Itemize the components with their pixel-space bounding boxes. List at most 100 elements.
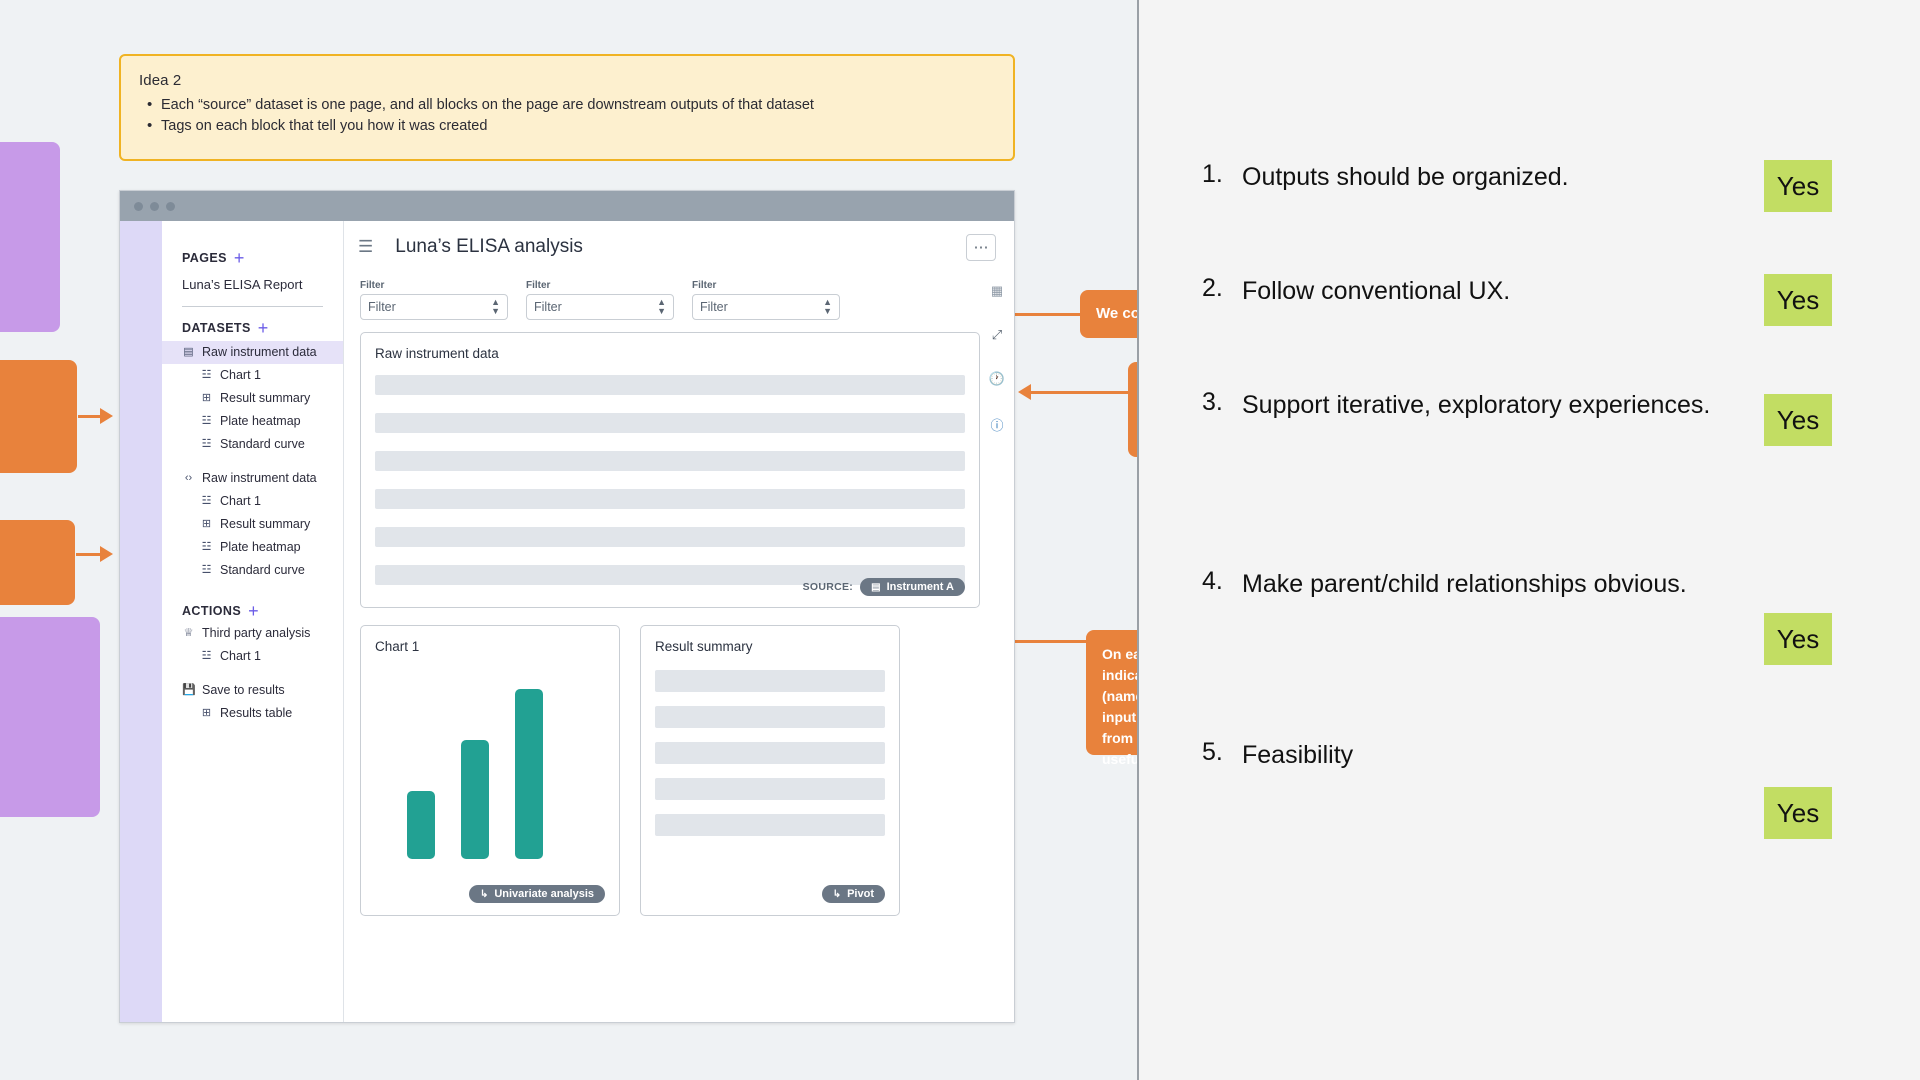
filter-select-2[interactable]: Filter ▲ ▼ [526,294,674,320]
skeleton-row [375,451,965,471]
collapse-icon[interactable]: ⤢ [991,327,1003,342]
add-action-icon[interactable]: + [248,601,259,621]
skeleton-row [655,670,885,692]
arrow-head-2 [100,546,113,562]
block-title: Result summary [655,639,753,654]
sidebar-item-standard-curve[interactable]: ☳ Standard curve [162,433,343,456]
table-icon: ▤ [183,346,194,358]
arrow-branch-icon: ↳ [479,888,489,900]
criteria-panel: 1. Outputs should be organized. Yes 2. F… [1137,0,1920,1080]
bar-3 [515,689,543,859]
window-maximize-dot[interactable] [166,201,175,211]
app-main: ☰ Luna’s ELISA analysis ⋯ Filter Fi [344,221,1014,1022]
sidebar-item-plate-heatmap[interactable]: ☳ Plate heatmap [162,410,343,433]
sidebar-spacer-3 [162,668,343,679]
main-content: Filter Filter ▲ ▼ Filter Filter [344,273,980,1022]
sidebar-item-save-to-results[interactable]: 💾 Save to results [162,679,343,702]
sidebar-item-action-chart-1[interactable]: ☳ Chart 1 [162,645,343,668]
criterion-text: Outputs should be organized. [1242,163,1569,191]
datasets-label: DATASETS [182,321,251,335]
app-window-mockup: PAGES + Luna’s ELISA Report DATASETS + ▤… [119,190,1015,1023]
add-page-icon[interactable]: + [233,248,245,268]
sidebar-item-plate-heatmap-b[interactable]: ☳ Plate heatmap [162,536,343,559]
sidebar-item-standard-curve-b[interactable]: ☳ Standard curve [162,559,343,582]
sidebar-item-label: Raw instrument data [202,345,317,359]
verdict-badge-3: Yes [1764,394,1832,446]
verdict-badge-4: Yes [1764,613,1832,665]
criterion-number: 3. [1202,388,1223,416]
filter-field-1: Filter Filter ▲ ▼ [360,280,508,320]
callout-orange-eachblock: On eac indicat (name input d from ( usef… [1086,630,1137,767]
sidebar-item-raw-instrument-data-code[interactable]: ‹› Raw instrument data [162,467,343,490]
left-accent-rail [120,221,162,1022]
bar-chart-icon: ☳ [201,564,212,576]
main-inner: Filter Filter ▲ ▼ Filter Filter [344,273,1014,1022]
callout-orange-steps: is steps “root” its page. [0,520,75,605]
sidebar-item-results-table[interactable]: ⊞ Results table [162,702,343,725]
sidebar-item-third-party-analysis[interactable]: ♕ Third party analysis [162,622,343,645]
filter-label: Filter [692,280,717,291]
sidebar-item-chart-1[interactable]: ☳ Chart 1 [162,364,343,387]
design-canvas: Idea 2 Each “source” dataset is one page… [0,0,1137,1080]
grid-icon[interactable]: ▦ [990,283,1004,298]
filter-bar: Filter Filter ▲ ▼ Filter Filter [360,275,980,332]
sidebar-item-label: Results table [220,706,293,720]
sidebar-item-result-summary-b[interactable]: ⊞ Result summary [162,513,343,536]
criterion-number: 1. [1202,160,1223,188]
window-close-dot[interactable] [134,201,143,211]
sidebar-item-label: Save to results [202,683,285,697]
block-raw-instrument-data[interactable]: Raw instrument data SOURCE: [360,332,980,608]
sidebar-item-chart-1-b[interactable]: ☳ Chart 1 [162,490,343,513]
chart-tag-wrap: ↳ Univariate analysis [468,885,605,903]
filter-select-1[interactable]: Filter ▲ ▼ [360,294,508,320]
hamburger-icon[interactable]: ☰ [358,237,374,256]
bar-1 [407,791,435,859]
criterion-4: 4. Make parent/child relationships obvio… [1202,567,1712,602]
sidebar-item-label: Result summary [220,517,311,531]
sidebar-item-raw-instrument-data[interactable]: ▤ Raw instrument data [162,341,343,364]
block-result-summary[interactable]: Result summary [640,625,900,916]
filter-label: Filter [360,280,385,291]
callout-orange-root-text: er “root” dataset is dataset an ad via C… [0,374,61,499]
app-body: PAGES + Luna’s ELISA Report DATASETS + ▤… [120,221,1014,1022]
sidebar-item-label: Standard curve [220,563,305,577]
summary-rows [655,670,885,836]
callout-orange-eachblock-text: On eac indicat (name input d from ( usef… [1102,646,1137,767]
tag-univariate-analysis[interactable]: ↳ Univariate analysis [468,885,605,903]
sidebar-section-actions: ACTIONS + [162,601,343,621]
filter-value: Filter [534,300,562,314]
window-minimize-dot[interactable] [150,201,159,211]
table-icon: ⊞ [201,392,212,404]
source-label: SOURCE: [802,581,854,593]
criterion-text: Feasibility [1242,741,1354,769]
history-icon[interactable]: 🕐 [988,371,1006,386]
skeleton-row [375,489,965,509]
arrow-branch-icon: ↳ [832,888,842,900]
callout-orange-steps-text: is steps “root” its page. [0,534,59,594]
sidebar-section-pages: PAGES + [162,248,343,268]
main-header: ☰ Luna’s ELISA analysis ⋯ [344,221,1014,273]
sidebar-item-luna-elisa-report[interactable]: Luna’s ELISA Report [182,277,303,292]
idea-note-title: Idea 2 [139,72,182,89]
criterion-number: 4. [1202,567,1223,595]
arrow-line-1 [78,415,102,418]
sidebar-item-label: Third party analysis [202,626,311,640]
criterion-1: 1. Outputs should be organized. [1202,160,1712,195]
sidebar-item-label: Result summary [220,391,311,405]
sidebar-item-result-summary[interactable]: ⊞ Result summary [162,387,343,410]
overflow-menu-button[interactable]: ⋯ [966,233,996,261]
filter-select-3[interactable]: Filter ▲ ▼ [692,294,840,320]
source-tag-label: Instrument A [886,581,954,593]
bar-chart-icon: ☳ [201,495,212,507]
add-dataset-icon[interactable]: + [257,318,269,338]
table-icon: ⊞ [201,707,212,719]
table-icon: ▤ [871,581,881,593]
verdict-badge-5: Yes [1764,787,1832,839]
source-tag-instrument-a[interactable]: ▤ Instrument A [860,578,965,596]
tag-pivot[interactable]: ↳ Pivot [821,885,885,903]
info-icon[interactable]: ⓘ [990,418,1004,433]
block-chart-1[interactable]: Chart 1 ↳ Univa [360,625,620,916]
skeleton-row [655,706,885,728]
skeleton-row [375,413,965,433]
